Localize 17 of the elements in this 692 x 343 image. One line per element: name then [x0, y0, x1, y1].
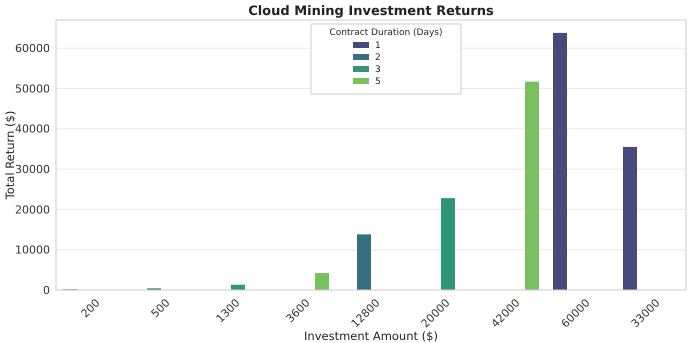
y-tick-label: 10000 — [15, 244, 50, 257]
y-tick-label: 50000 — [15, 82, 50, 96]
y-tick-label: 20000 — [15, 203, 50, 216]
x-tick-label: 200 — [78, 296, 103, 320]
chart-title: Cloud Mining Investment Returns — [248, 4, 494, 19]
legend-label: 5 — [375, 77, 381, 88]
y-tick-label: 60000 — [15, 42, 50, 56]
y-axis-title: Total Return ($) — [3, 110, 17, 200]
legend-label: 3 — [375, 65, 381, 76]
legend-label: 2 — [375, 53, 381, 64]
y-tick-label: 0 — [43, 284, 50, 297]
y-tick-label: 30000 — [15, 162, 50, 176]
y-tick-label: 40000 — [15, 122, 50, 136]
x-tick-label: 500 — [148, 296, 173, 320]
x-axis-title: Investment Amount ($) — [304, 329, 438, 343]
legend-title: Contract Duration (Days) — [329, 28, 443, 38]
legend-label: 1 — [375, 41, 381, 52]
